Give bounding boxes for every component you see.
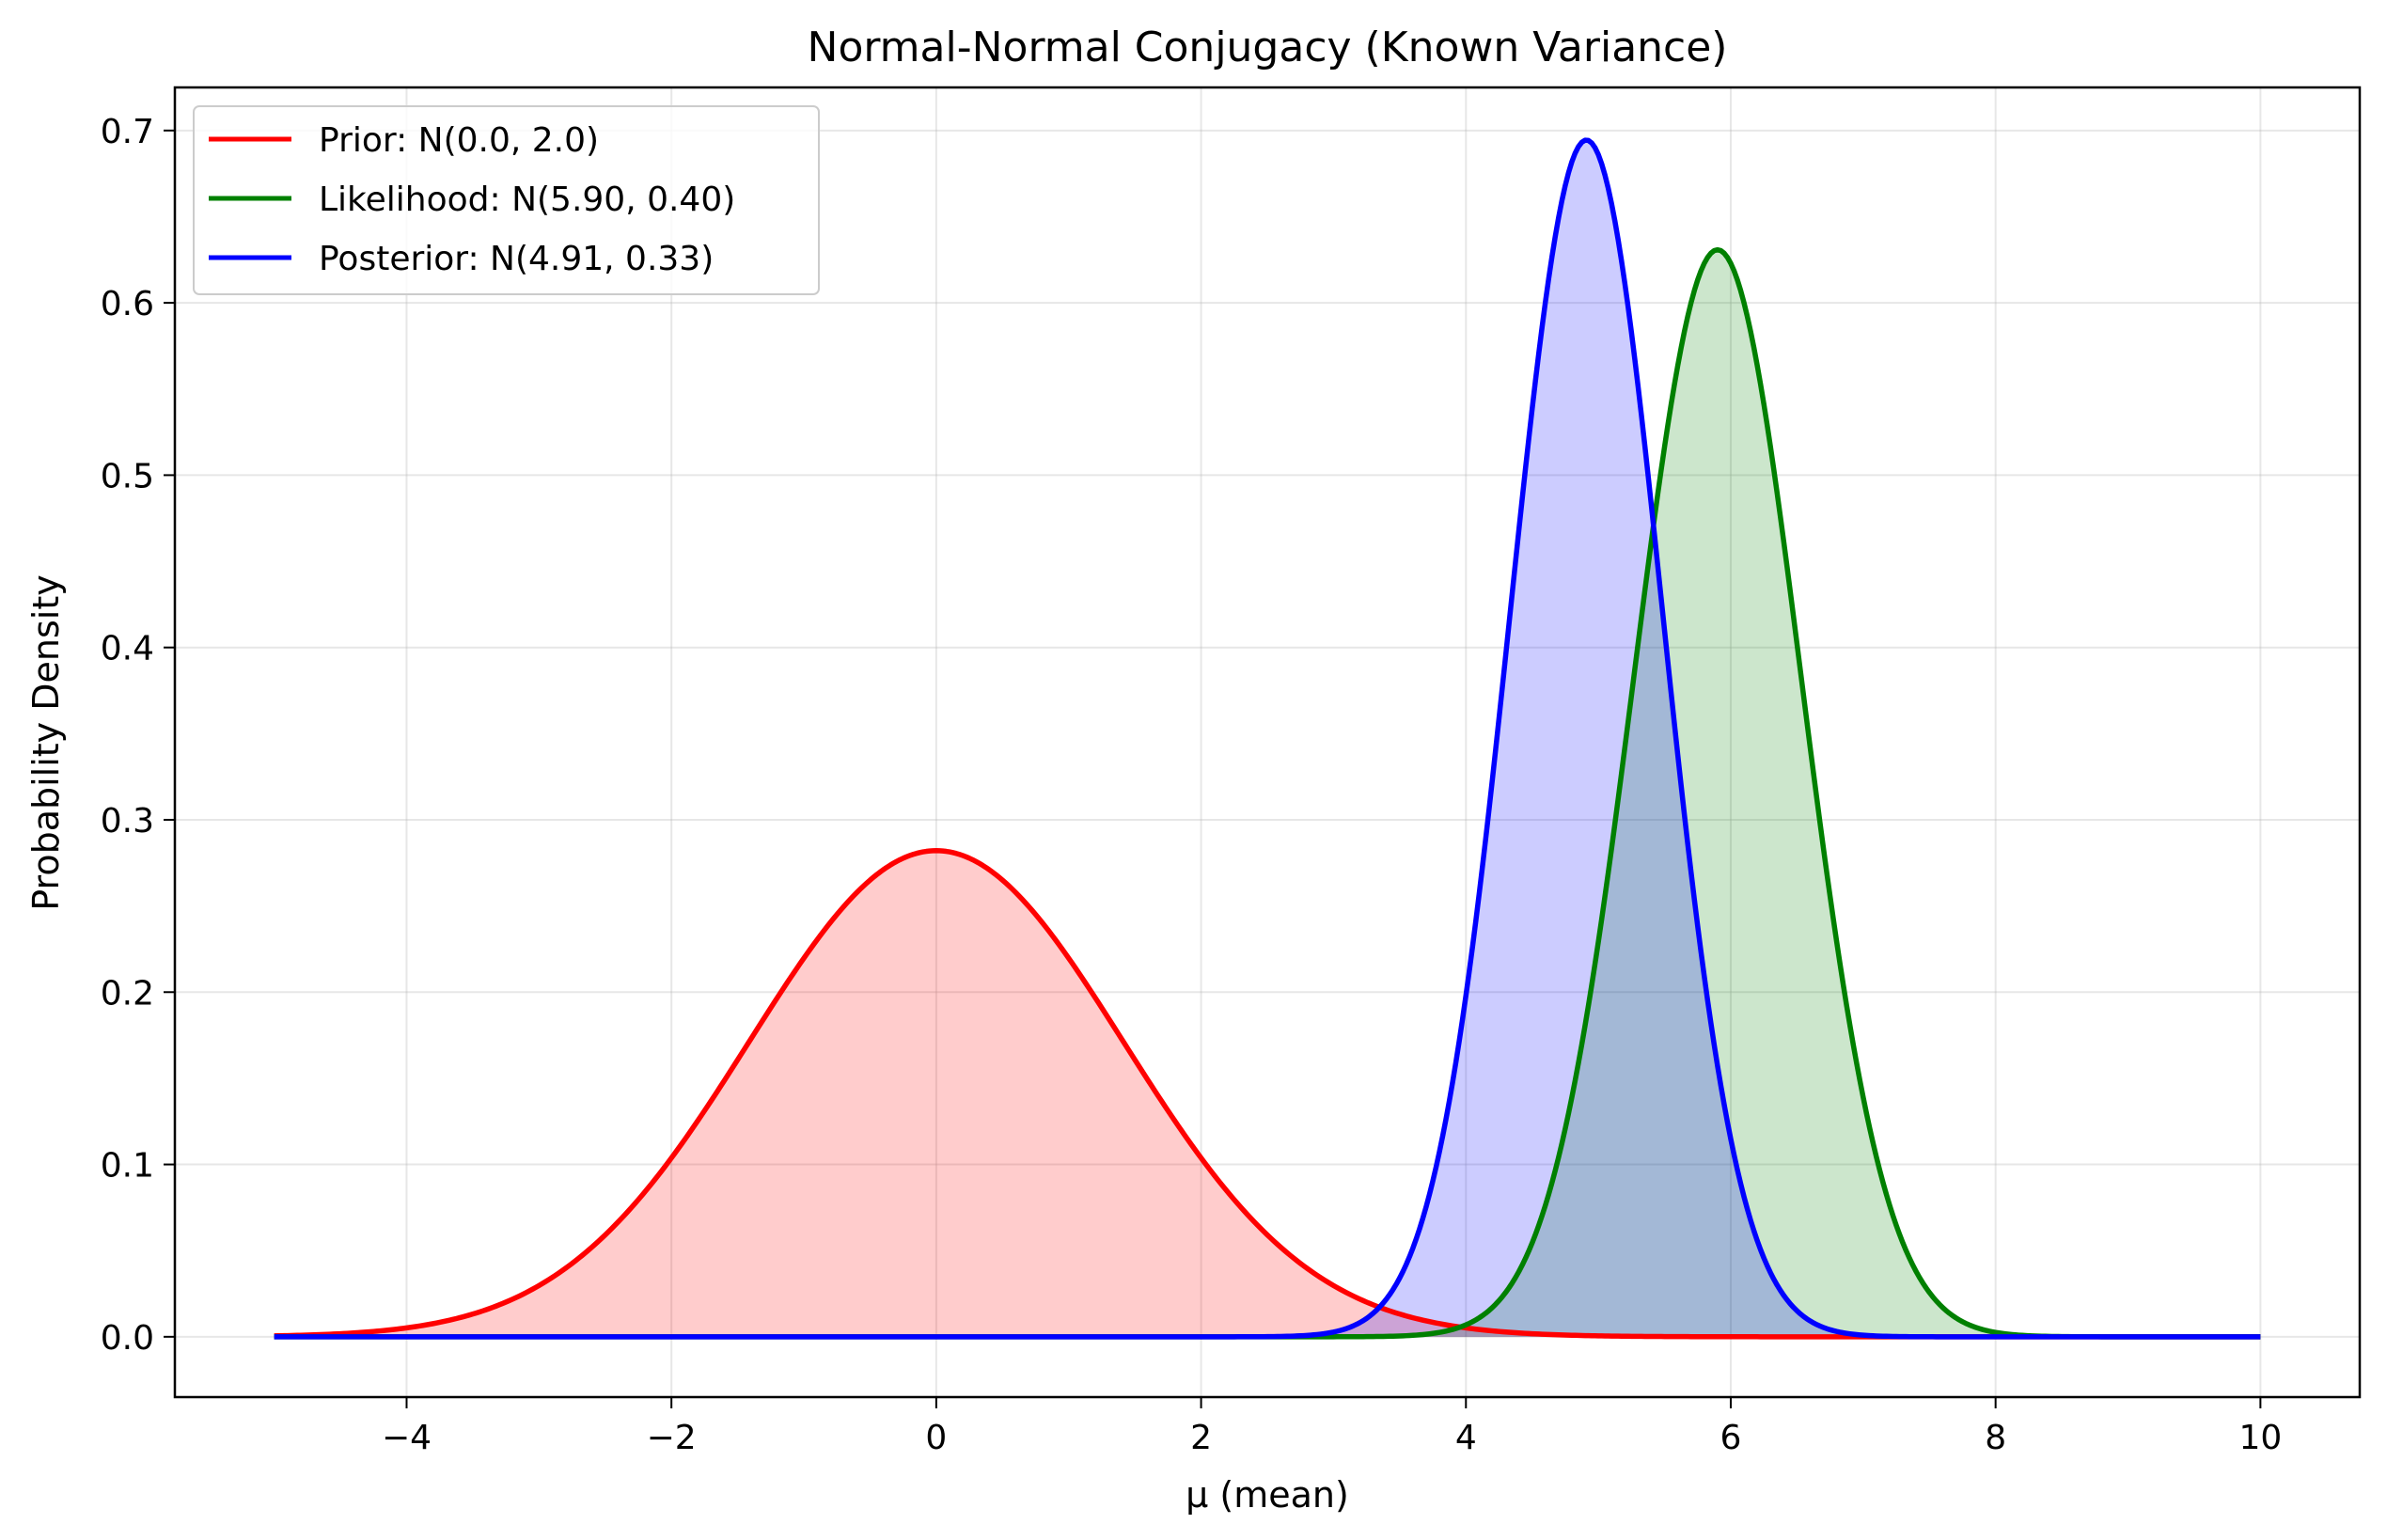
legend-label-prior: Prior: N(0.0, 2.0) <box>319 121 599 160</box>
legend-label-posterior: Posterior: N(4.91, 0.33) <box>319 240 714 278</box>
x-axis-label: μ (mean) <box>1186 1474 1349 1516</box>
x-tick-label: −2 <box>647 1419 697 1457</box>
plot-frame <box>173 86 2362 1399</box>
legend-box <box>193 105 820 295</box>
chart-title: Normal-Normal Conjugacy (Known Variance) <box>808 24 1728 71</box>
y-axis-label: Probability Density <box>25 574 67 910</box>
x-tick-label: 10 <box>2238 1419 2282 1457</box>
series-fills <box>274 140 2261 1337</box>
legend: Prior: N(0.0, 2.0) Likelihood: N(5.90, 0… <box>193 105 820 295</box>
y-tick-label: 0.4 <box>101 630 154 668</box>
y-tick-label: 0.0 <box>101 1319 154 1358</box>
series-line-likelihood <box>274 246 2261 1340</box>
x-tick-label: 0 <box>925 1419 947 1457</box>
x-tick-label: 6 <box>1720 1419 1742 1457</box>
legend-label-likelihood: Likelihood: N(5.90, 0.40) <box>319 181 735 219</box>
y-tick-label: 0.3 <box>101 802 154 841</box>
x-tick-label: 8 <box>1985 1419 2006 1457</box>
y-tick-label: 0.2 <box>101 974 154 1013</box>
series-line-posterior <box>274 137 2261 1340</box>
x-tick-label: 2 <box>1190 1419 1212 1457</box>
y-tick-label: 0.7 <box>101 113 154 151</box>
x-tick-label: 4 <box>1455 1419 1477 1457</box>
series-fill-prior <box>274 850 2261 1337</box>
series-fill-likelihood <box>274 249 2261 1337</box>
grid-lines <box>175 87 2360 1397</box>
series-lines <box>274 137 2261 1340</box>
y-tick-label: 0.1 <box>101 1147 154 1186</box>
y-tick-label: 0.5 <box>101 457 154 495</box>
axis-ticks: −4 −2 0 2 4 6 8 10 0.0 0.1 0.2 0.3 0.4 0.5 0.6 0.7 <box>101 113 2283 1457</box>
x-tick-label: −4 <box>382 1419 432 1457</box>
series-fill-posterior <box>274 140 2261 1337</box>
y-tick-label: 0.6 <box>101 285 154 323</box>
